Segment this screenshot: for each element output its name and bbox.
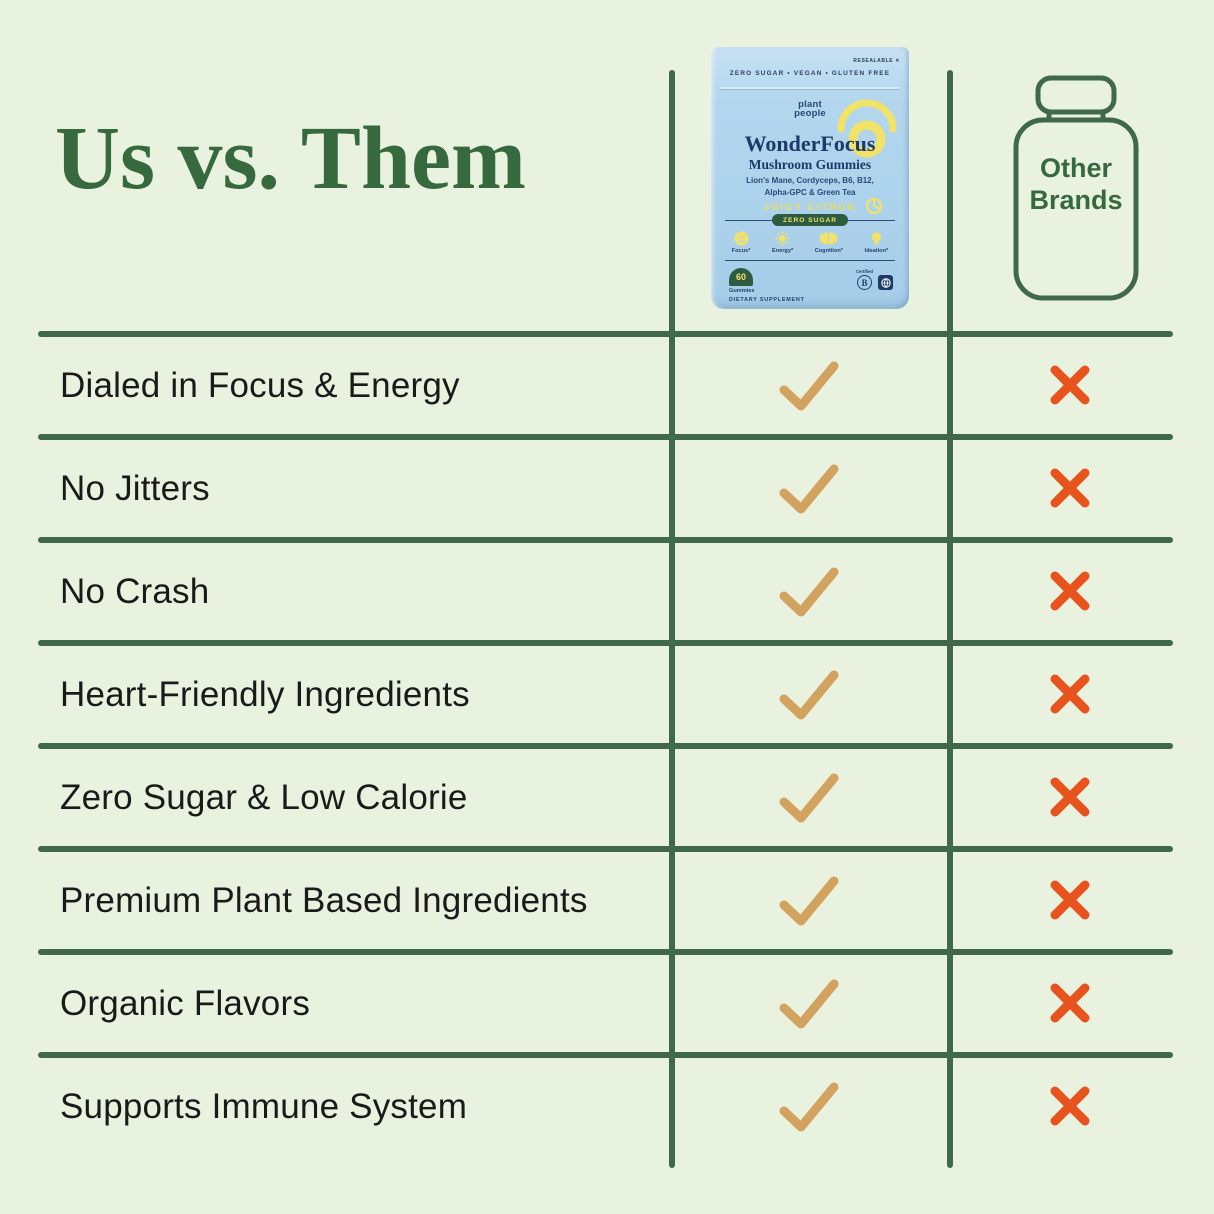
pouch-top-banner: ZERO SUGAR • VEGAN • GLUTEN FREE (729, 70, 891, 77)
grid-horizontal-line-2 (38, 434, 1173, 440)
cross-icon (1050, 365, 1090, 405)
grid-horizontal-line-8 (38, 1052, 1173, 1058)
table-row: Supports Immune System (0, 1058, 1214, 1156)
certified-label: Certified (856, 269, 873, 274)
feature-label: Supports Immune System (60, 1087, 468, 1126)
page-title: Us vs. Them (55, 109, 526, 208)
benefits-row: Focus* Energy* Cognition* Ideation* (721, 231, 899, 254)
cross-icon (1050, 880, 1090, 920)
benefit-energy: Energy* (772, 231, 793, 254)
brain-icon (820, 232, 838, 245)
resealable-label: RESEALABLE ✕ (853, 58, 900, 64)
globe-cert (878, 275, 893, 290)
grid-horizontal-line-3 (38, 537, 1173, 543)
table-row: Organic Flavors (0, 955, 1214, 1053)
ingredients-text: Lion's Mane, Cordyceps, B6, B12, Alpha-G… (711, 175, 909, 200)
benefits-rule-line (725, 260, 895, 261)
table-row: No Jitters (0, 440, 1214, 538)
benefit-label: Cognition* (814, 248, 843, 254)
table-row: Heart-Friendly Ingredients (0, 646, 1214, 744)
gummy-count-unit: Gummies (729, 288, 755, 294)
other-brands-label: Other Brands (1029, 153, 1123, 216)
feature-label: Premium Plant Based Ingredients (60, 881, 588, 920)
cross-icon (1050, 674, 1090, 714)
benefit-label: Focus* (731, 248, 751, 254)
plant-people-logo: plant people (711, 99, 909, 120)
ingredients-line2: Alpha-GPC & Green Tea (764, 188, 856, 198)
bcorp-icon: B (857, 275, 872, 290)
check-icon (779, 773, 839, 823)
cross-icon (1050, 983, 1090, 1023)
grid-horizontal-line-7 (38, 949, 1173, 955)
zero-sugar-badge: ZERO SUGAR (772, 214, 848, 226)
product-type: Mushroom Gummies (748, 157, 872, 172)
check-icon (779, 567, 839, 617)
check-icon (779, 979, 839, 1029)
cross-icon (1050, 1086, 1090, 1126)
check-icon (779, 876, 839, 926)
benefit-ideation: Ideation* (864, 231, 889, 254)
lightbulb-icon (871, 232, 881, 245)
feature-label: No Jitters (60, 469, 210, 508)
product-pouch-image: RESEALABLE ✕ ZERO SUGAR • VEGAN • GLUTEN… (711, 47, 909, 309)
feature-label: Heart-Friendly Ingredients (60, 675, 470, 714)
benefit-cognition: Cognition* (815, 231, 843, 254)
brand-name: WonderFocus (744, 131, 876, 156)
table-row: Premium Plant Based Ingredients (0, 852, 1214, 950)
grid-horizontal-line-6 (38, 846, 1173, 852)
lemon-slice-icon (865, 197, 883, 215)
smiley-icon (734, 231, 749, 246)
check-icon (779, 670, 839, 720)
grid-horizontal-line-5 (38, 743, 1173, 749)
table-row: Dialed in Focus & Energy (0, 337, 1214, 435)
gummy-count-badge: 60 (729, 268, 753, 286)
other-brands-bottle-icon (1013, 75, 1139, 301)
cross-icon (1050, 777, 1090, 817)
certification-marks: Certified B (856, 269, 893, 290)
grid-horizontal-line-4 (38, 640, 1173, 646)
resealable-icon: ✕ (895, 58, 900, 64)
supplement-label: DIETARY SUPPLEMENT (729, 297, 805, 303)
benefit-label: Ideation* (864, 248, 889, 254)
logo-line2: people (794, 108, 826, 120)
pouch-zipper (720, 87, 900, 90)
feature-label: No Crash (60, 572, 210, 611)
benefit-focus: Focus* (731, 231, 751, 254)
cross-icon (1050, 468, 1090, 508)
table-row: No Crash (0, 543, 1214, 641)
globe-icon (880, 277, 891, 288)
ingredients-line1: Lion's Mane, Cordyceps, B6, B12, (746, 176, 874, 185)
check-icon (779, 1082, 839, 1132)
table-row: Zero Sugar & Low Calorie (0, 749, 1214, 847)
bcorp-cert: Certified B (856, 269, 873, 290)
feature-label: Dialed in Focus & Energy (60, 366, 460, 405)
check-icon (779, 464, 839, 514)
benefit-label: Energy* (772, 248, 794, 254)
citrus-arc-art (837, 99, 897, 158)
logo-line1: plant (798, 99, 822, 110)
sun-icon (775, 231, 790, 246)
grid-vertical-line-1 (669, 70, 675, 1168)
grid-vertical-line-2 (947, 70, 953, 1168)
flavor-name: JUICY CITRUS (763, 202, 857, 213)
grid-horizontal-line-1 (38, 331, 1173, 337)
feature-label: Zero Sugar & Low Calorie (60, 778, 468, 817)
feature-label: Organic Flavors (60, 984, 311, 1023)
check-icon (779, 361, 839, 411)
cross-icon (1050, 571, 1090, 611)
